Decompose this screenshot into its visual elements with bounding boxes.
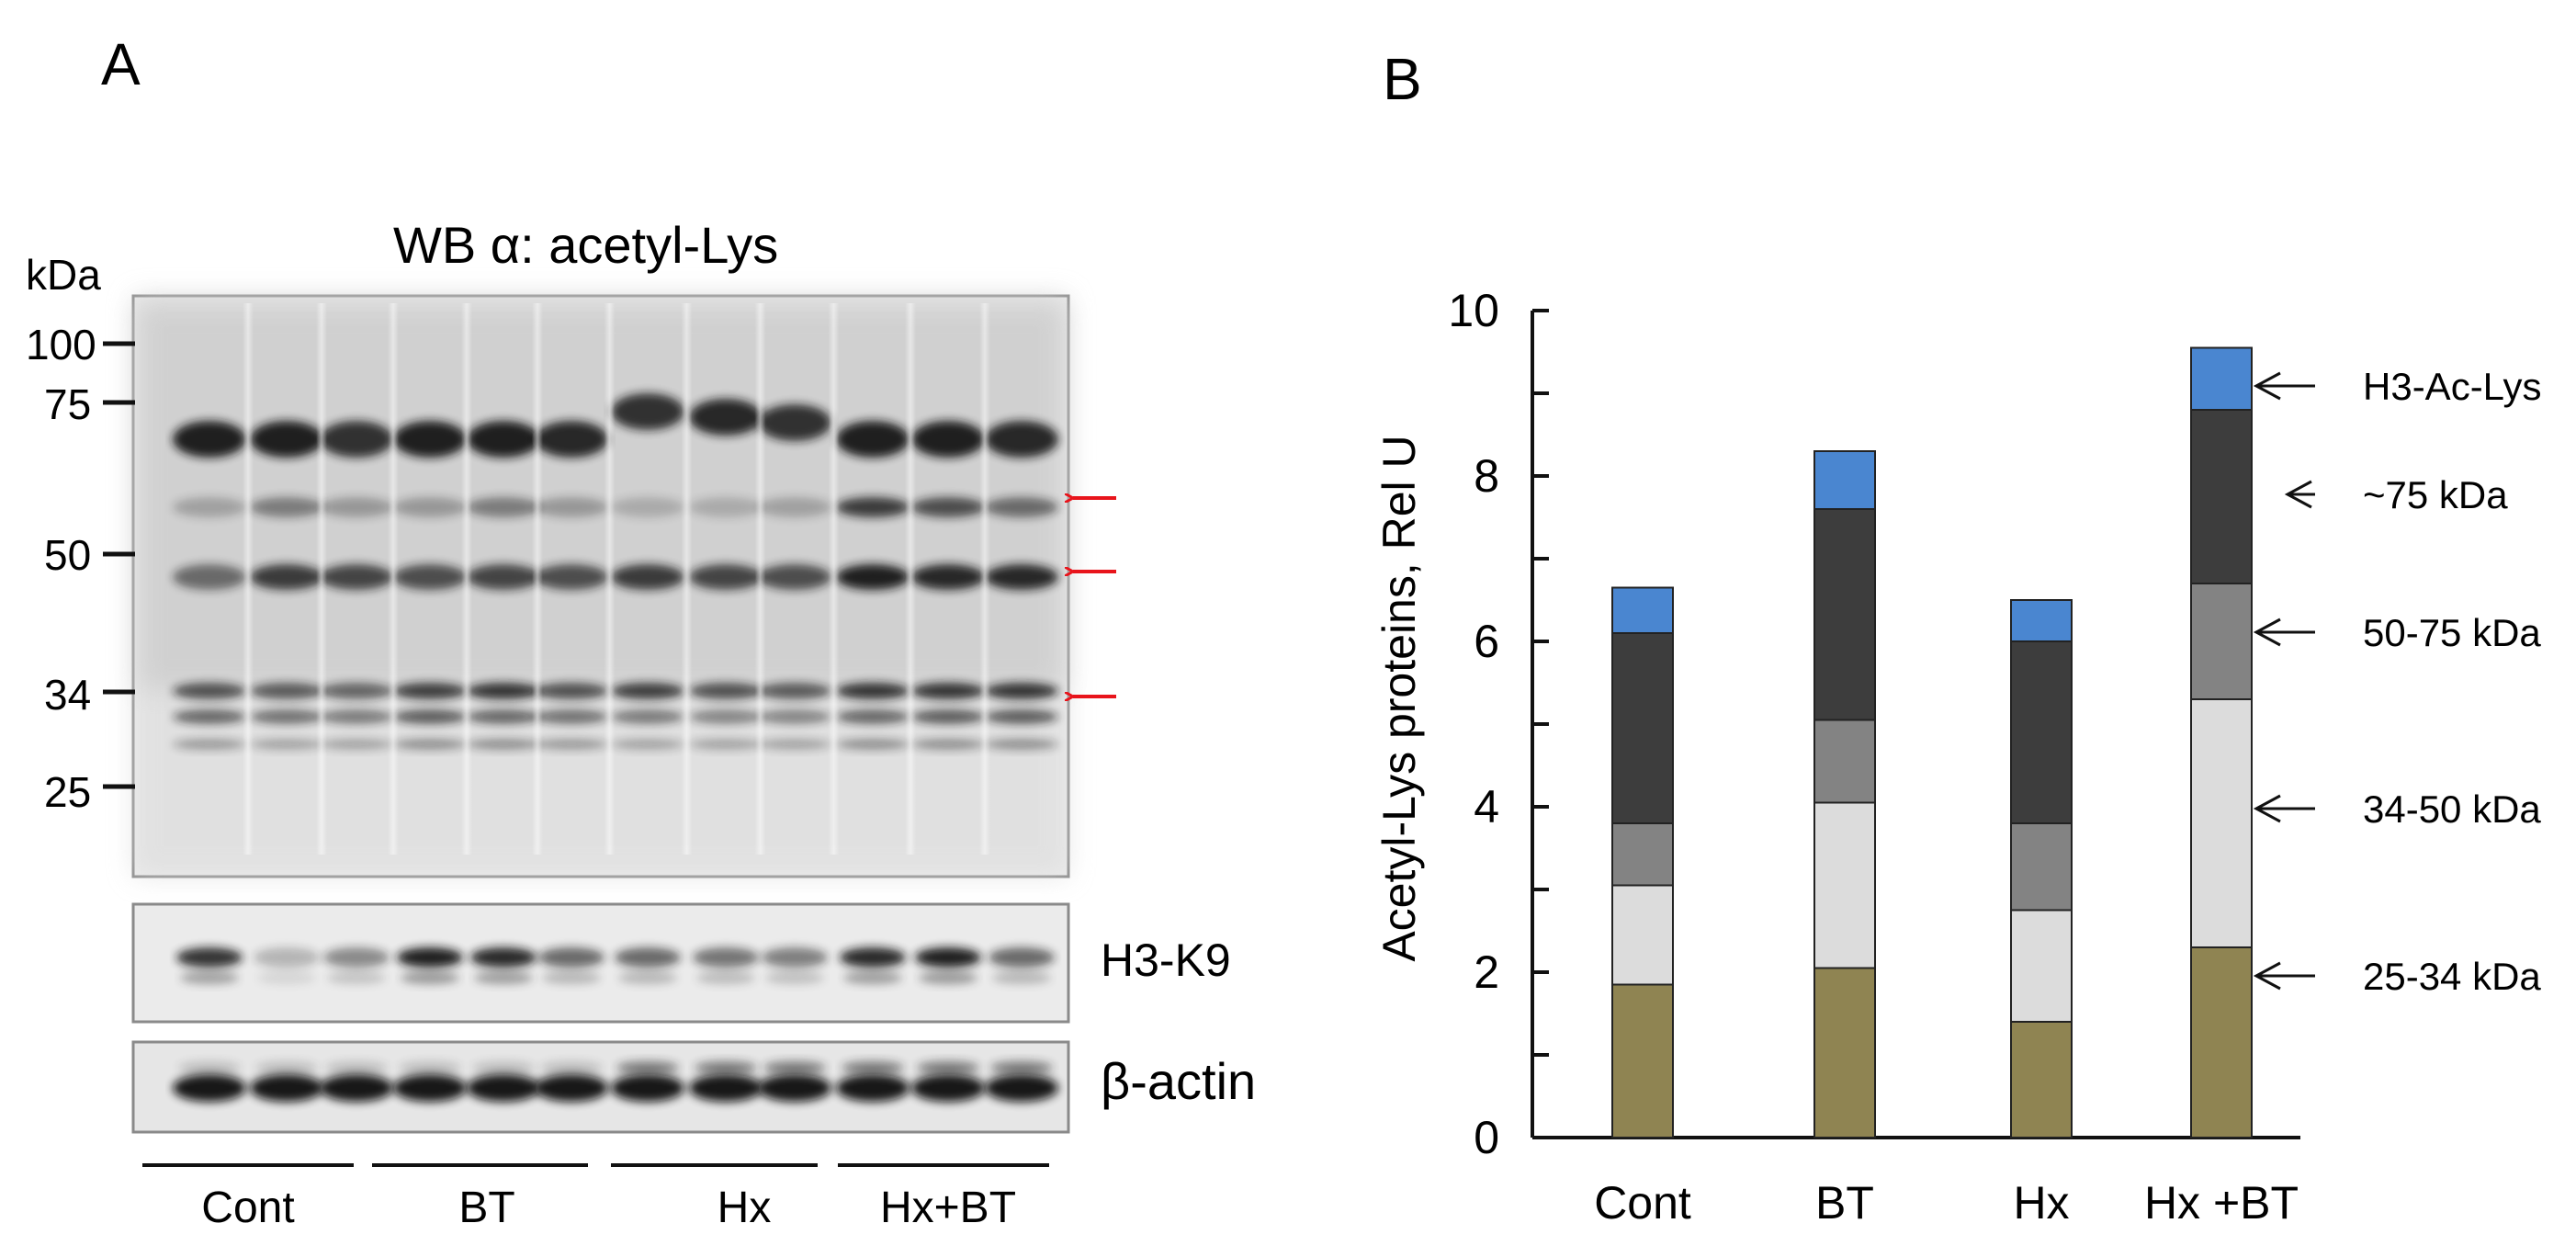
y-tick-label: 0 <box>1474 1112 1499 1163</box>
bar-segment <box>2010 909 2073 1023</box>
y-tick-label: 2 <box>1474 946 1499 998</box>
bar-segment <box>1813 801 1876 969</box>
h3-k9-blot <box>131 902 1070 1024</box>
legend-entry: 50-75 kDa <box>2253 611 2541 654</box>
bar-segment <box>1813 508 1876 721</box>
bar-segment <box>1611 822 1674 887</box>
acetyl-lys-blot <box>131 294 1070 878</box>
bar-segment <box>2190 409 2253 584</box>
bar-segment <box>2190 946 2253 1138</box>
mw-marker-25: 25 <box>44 768 135 816</box>
bar-segment <box>1611 586 1674 634</box>
legend-label: 34-50 kDa <box>2363 787 2541 831</box>
bar-segment <box>2010 1021 2073 1138</box>
y-tick-label: 4 <box>1474 781 1499 833</box>
y-tick-label: 8 <box>1474 450 1499 502</box>
legend-label: ~75 kDa <box>2363 473 2508 516</box>
h3-k9-label: H3-K9 <box>1101 934 1231 986</box>
legend-label: 50-75 kDa <box>2363 611 2541 654</box>
bar-segment <box>1813 450 1876 510</box>
panel-b-letter: B <box>1383 46 1422 112</box>
x-tick-label: BT <box>1815 1177 1874 1229</box>
bar-segment <box>1611 983 1674 1138</box>
bar-segment <box>2190 346 2253 411</box>
group-label-bt: BT <box>458 1184 514 1232</box>
x-tick-label: Hx <box>2013 1177 2069 1229</box>
svg-text:75: 75 <box>44 380 91 428</box>
legend-entry: H3-Ac-Lys <box>2253 365 2541 408</box>
y-tick-label: 6 <box>1474 616 1499 667</box>
mw-marker-50: 50 <box>44 531 135 579</box>
y-tick-label: 10 <box>1448 285 1499 336</box>
stacked-bar-chart: Acetyl-Lys proteins, Rel U 0 2 4 6 8 10 Cont B… <box>1373 285 2541 1229</box>
bar-segment <box>1813 967 1876 1138</box>
legend-label: H3-Ac-Lys <box>2363 365 2541 408</box>
group-label-hx: Hx <box>717 1184 772 1232</box>
mw-marker-75: 75 <box>44 380 135 428</box>
y-axis-label: Acetyl-Lys proteins, Rel U <box>1373 435 1425 961</box>
bar-segment <box>2010 822 2073 912</box>
bar-segment <box>1813 719 1876 804</box>
bar-segment <box>2190 583 2253 700</box>
svg-text:50: 50 <box>44 531 91 579</box>
group-label-hx-bt: Hx+BT <box>880 1184 1016 1232</box>
svg-text:34: 34 <box>44 671 91 719</box>
panel-a-letter: A <box>101 31 141 97</box>
legend-entry: 34-50 kDa <box>2253 787 2541 831</box>
beta-actin-blot <box>131 1040 1070 1134</box>
svg-text:100: 100 <box>26 321 96 368</box>
beta-actin-label: β-actin <box>1101 1052 1256 1110</box>
mw-marker-100: 100 <box>26 321 135 368</box>
bar-segment <box>2010 599 2073 642</box>
bar-segment <box>2190 698 2253 948</box>
mw-marker-34: 34 <box>44 671 135 719</box>
x-tick-label: Hx +BT <box>2144 1177 2299 1229</box>
blot-title: WB α: acetyl-Lys <box>393 216 778 274</box>
legend-entry: 25-34 kDa <box>2253 955 2541 998</box>
bar-segment <box>1611 632 1674 824</box>
svg-text:25: 25 <box>44 768 91 816</box>
x-tick-label: Cont <box>1594 1177 1691 1229</box>
group-label-cont: Cont <box>201 1184 294 1232</box>
legend-entry: ~75 kDa <box>2284 473 2508 516</box>
bar-segment <box>2010 640 2073 824</box>
legend-label: 25-34 kDa <box>2363 955 2541 998</box>
kda-label: kDa <box>26 251 101 299</box>
bar-segment <box>1611 884 1674 986</box>
